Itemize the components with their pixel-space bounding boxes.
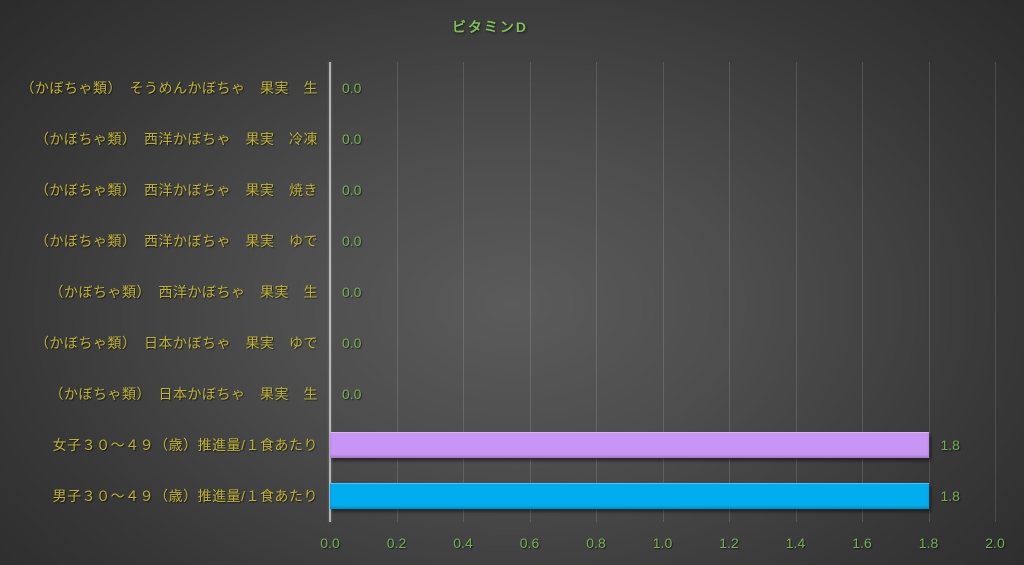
gridline xyxy=(662,62,664,522)
gridline xyxy=(529,62,531,522)
data-value-label: 0.0 xyxy=(342,386,362,403)
gridline xyxy=(995,62,996,522)
category-label: （かぼちゃ類） 日本かぼちゃ 果実 生 xyxy=(49,386,318,403)
category-label: （かぼちゃ類） そうめんかぼちゃ 果実 生 xyxy=(20,79,318,96)
data-value-label: 1.8 xyxy=(940,437,960,454)
category-label: （かぼちゃ類） 西洋かぼちゃ 果実 ゆで xyxy=(35,232,318,249)
data-value-label: 1.8 xyxy=(940,488,960,505)
gridline xyxy=(463,62,464,522)
data-bar xyxy=(330,432,929,459)
data-value-label: 0.0 xyxy=(342,79,362,96)
data-bar xyxy=(330,483,929,510)
x-tick-label: 1.4 xyxy=(785,535,806,551)
category-label: （かぼちゃ類） 日本かぼちゃ 果実 ゆで xyxy=(35,335,318,352)
x-tick-label: 0.4 xyxy=(453,535,473,551)
category-axis-labels: （かぼちゃ類） そうめんかぼちゃ 果実 生 （かぼちゃ類） 西洋かぼちゃ 果実 冷… xyxy=(0,62,318,522)
gridline xyxy=(795,62,797,522)
gridline xyxy=(928,62,930,522)
plot-area: 0.0 0.0 0.0 0.0 0.0 0.0 0.0 1.8 1.8 xyxy=(329,62,996,522)
chart-title: ビタミンD xyxy=(451,19,529,35)
x-tick-label: 1.8 xyxy=(918,535,939,551)
x-tick-label: 0.2 xyxy=(386,535,407,551)
data-value-label: 0.0 xyxy=(342,181,362,198)
category-label: （かぼちゃ類） 西洋かぼちゃ 果実 生 xyxy=(49,283,318,300)
data-value-label: 0.0 xyxy=(342,130,362,147)
x-tick-label: 0.6 xyxy=(519,535,540,551)
category-label: 男子３０～４９（歳）推進量/１食あたり xyxy=(52,488,318,505)
category-label: 女子３０～４９（歳）推進量/１食あたり xyxy=(52,437,318,454)
gridline xyxy=(729,62,730,522)
x-tick-label: 2.0 xyxy=(985,535,1005,551)
x-tick-label: 1.6 xyxy=(852,535,872,551)
gridline xyxy=(596,62,597,522)
x-tick-label: 1.2 xyxy=(719,535,739,551)
data-value-label: 0.0 xyxy=(342,283,362,300)
x-tick-label: 1.0 xyxy=(652,535,673,551)
x-tick-label: 0.8 xyxy=(586,535,606,551)
x-tick-label: 0.0 xyxy=(320,535,340,551)
category-label: （かぼちゃ類） 西洋かぼちゃ 果実 焼き xyxy=(35,181,318,198)
x-axis-tick-labels: 0.0 0.2 0.4 0.6 0.8 1.0 1.2 1.4 1.6 1.8 2.0 xyxy=(0,535,1024,557)
gridline xyxy=(862,62,863,522)
y-axis-line xyxy=(329,62,331,522)
data-value-label: 0.0 xyxy=(342,335,362,352)
category-label: （かぼちゃ類） 西洋かぼちゃ 果実 冷凍 xyxy=(35,130,318,147)
gridline xyxy=(396,62,398,522)
data-value-label: 0.0 xyxy=(342,232,362,249)
